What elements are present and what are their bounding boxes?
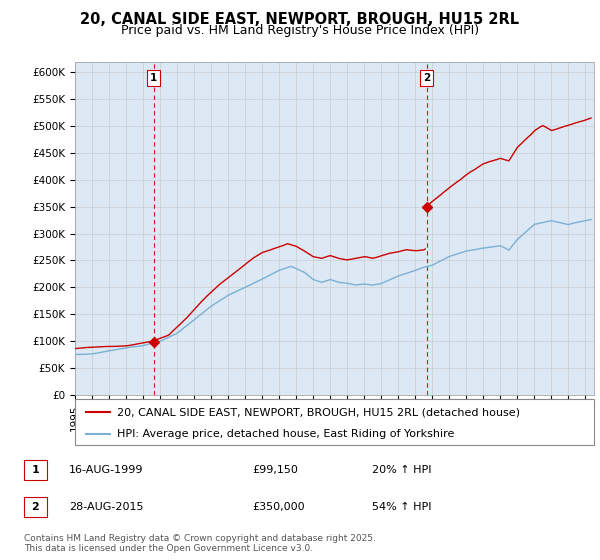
Text: HPI: Average price, detached house, East Riding of Yorkshire: HPI: Average price, detached house, East… [116,429,454,438]
Text: 20% ↑ HPI: 20% ↑ HPI [372,465,431,475]
Text: Price paid vs. HM Land Registry's House Price Index (HPI): Price paid vs. HM Land Registry's House … [121,24,479,36]
Text: 20, CANAL SIDE EAST, NEWPORT, BROUGH, HU15 2RL (detached house): 20, CANAL SIDE EAST, NEWPORT, BROUGH, HU… [116,407,520,417]
Text: Contains HM Land Registry data © Crown copyright and database right 2025.
This d: Contains HM Land Registry data © Crown c… [24,534,376,553]
Text: 1: 1 [150,73,157,83]
Text: 54% ↑ HPI: 54% ↑ HPI [372,502,431,512]
Text: 2: 2 [423,73,430,83]
Text: 16-AUG-1999: 16-AUG-1999 [69,465,143,475]
Text: 28-AUG-2015: 28-AUG-2015 [69,502,143,512]
Text: 2: 2 [32,502,39,512]
Text: £99,150: £99,150 [252,465,298,475]
Text: £350,000: £350,000 [252,502,305,512]
Text: 1: 1 [32,465,39,475]
Text: 20, CANAL SIDE EAST, NEWPORT, BROUGH, HU15 2RL: 20, CANAL SIDE EAST, NEWPORT, BROUGH, HU… [80,12,520,27]
